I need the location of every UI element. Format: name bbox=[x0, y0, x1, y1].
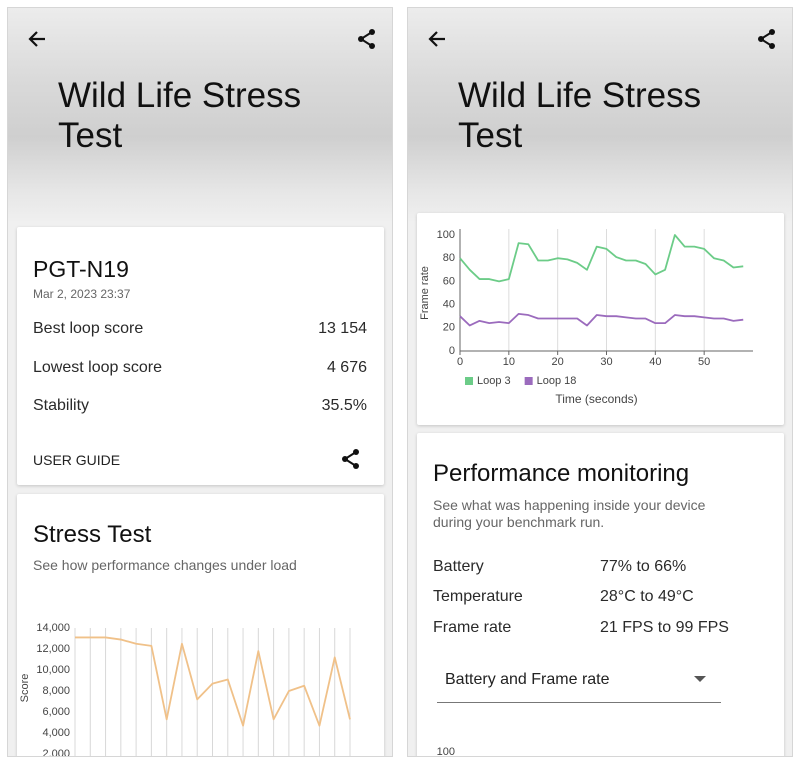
share-button[interactable] bbox=[356, 28, 378, 50]
back-button[interactable] bbox=[426, 28, 448, 50]
share-button[interactable] bbox=[340, 448, 362, 470]
screen-title: Wild Life Stress Test bbox=[458, 76, 702, 155]
dropdown-arrow[interactable] bbox=[694, 676, 706, 684]
screen-title: Wild Life Stress Test bbox=[58, 76, 302, 155]
date: Mar 2, 2023 23:37 bbox=[33, 287, 131, 301]
section-title: Performance monitoring bbox=[433, 460, 690, 487]
row-label: Frame rate bbox=[433, 619, 512, 636]
row-value: 13 154 bbox=[318, 320, 367, 337]
row-value: 77% to 66% bbox=[600, 558, 687, 575]
dropdown[interactable]: Battery and Frame rate bbox=[445, 671, 610, 688]
row-label: Lowest loop score bbox=[33, 359, 162, 376]
row-value: 35.5% bbox=[321, 397, 367, 414]
row-label: Stability bbox=[33, 397, 90, 414]
row-value: 4 676 bbox=[326, 359, 367, 376]
share-button[interactable] bbox=[756, 28, 778, 50]
user-guide-link[interactable]: USER GUIDE bbox=[33, 452, 121, 468]
back-button[interactable] bbox=[26, 28, 48, 50]
section-subtitle: See what was happening inside your devic… bbox=[433, 497, 706, 530]
section-subtitle: See how performance changes under load bbox=[33, 557, 297, 573]
right-screen: Wild Life Stress Test bbox=[408, 8, 792, 756]
section-title: Stress Test bbox=[33, 521, 152, 548]
row-value: 28°C to 49°C bbox=[600, 588, 694, 605]
device-name: PGT-N19 bbox=[33, 256, 129, 282]
row-label: Temperature bbox=[433, 588, 523, 605]
result-card bbox=[17, 227, 384, 485]
left-screen: Wild Life Stress Test bbox=[8, 8, 392, 756]
row-label: Battery bbox=[433, 558, 484, 575]
dropdown-underline bbox=[437, 702, 721, 703]
row-value: 21 FPS to 99 FPS bbox=[600, 619, 729, 636]
row-label: Best loop score bbox=[33, 320, 144, 337]
header-image bbox=[408, 8, 792, 223]
frame-rate-card bbox=[417, 213, 784, 425]
header-image bbox=[8, 8, 392, 223]
